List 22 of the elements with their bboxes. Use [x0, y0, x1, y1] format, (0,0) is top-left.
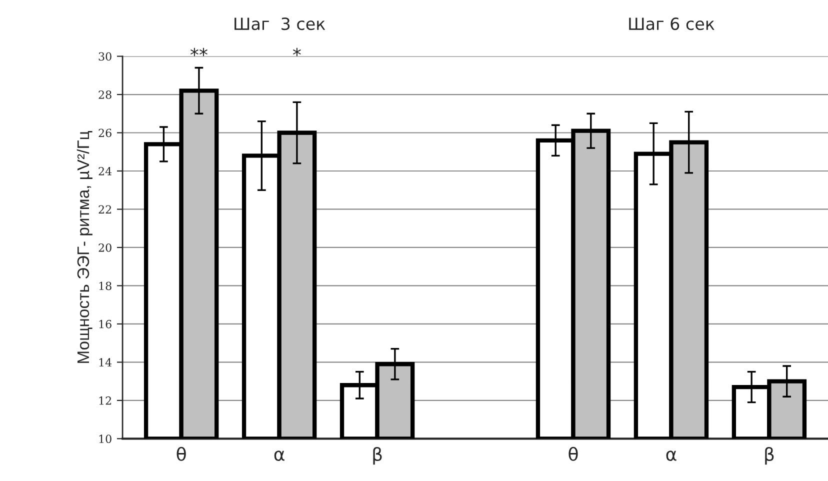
- y-tick-label: 30: [98, 52, 112, 61]
- y-tick-label: 18: [99, 282, 112, 290]
- x-tick-label: β: [765, 447, 774, 465]
- y-tick-label: 12: [99, 396, 112, 405]
- y-tick-label: 28: [98, 90, 112, 99]
- y-tick-label: 26: [98, 128, 112, 138]
- x-tick-label: θ: [568, 446, 578, 461]
- text: **: [190, 48, 208, 56]
- y-tick-label: 22: [98, 205, 112, 214]
- text: Шаг 6 сек: [629, 17, 714, 30]
- y-tick-label: 20: [98, 243, 112, 252]
- x-tick-label: α: [274, 450, 284, 461]
- y-tick-label: 16: [99, 320, 112, 328]
- y-axis-title: Мощность ЭЭГ- ритма, µV²/Гц: [76, 131, 92, 363]
- y-tick-label: 10: [99, 434, 112, 444]
- y-tick-label: 14: [99, 358, 112, 366]
- text: *: [292, 48, 301, 56]
- x-tick-label: α: [666, 450, 676, 461]
- x-tick-label: β: [373, 447, 382, 465]
- text: Шаг 3 сек: [234, 17, 326, 30]
- x-tick-label: θ: [176, 446, 186, 461]
- y-tick-label: 24: [98, 166, 112, 176]
